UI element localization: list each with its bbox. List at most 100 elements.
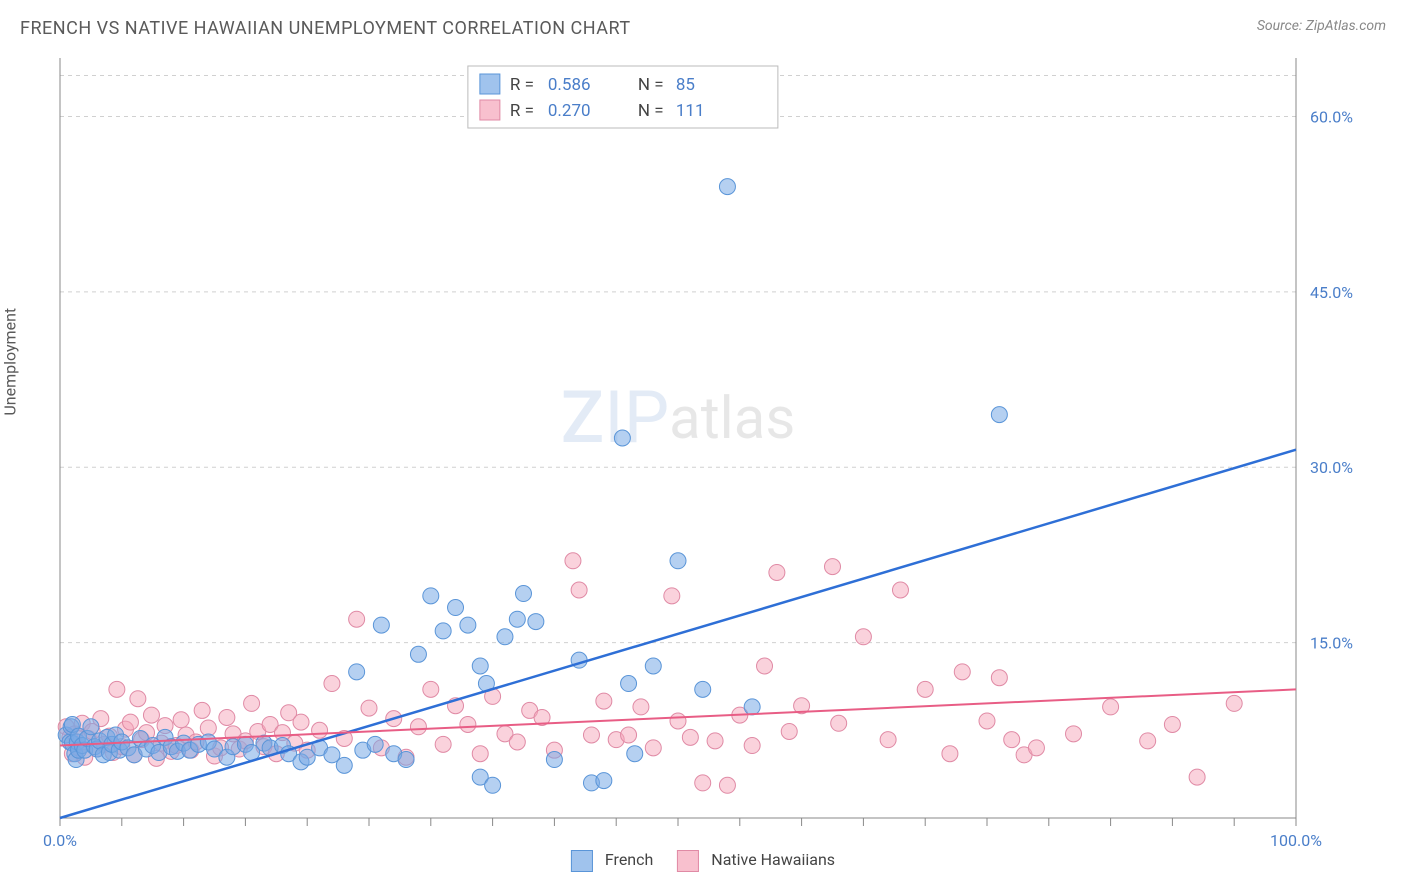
data-point [312,722,328,738]
data-point [83,719,99,735]
data-point [757,658,773,674]
data-point [410,719,426,735]
data-point [173,712,189,728]
data-point [664,588,680,604]
data-point [991,670,1007,686]
data-point [621,727,637,743]
data-point [472,658,488,674]
data-point [1066,726,1082,742]
data-point [781,723,797,739]
y-axis-label: Unemployment [1,308,20,416]
data-point [645,658,661,674]
data-point [324,676,340,692]
data-point [109,681,125,697]
data-point [744,738,760,754]
data-point [336,757,352,773]
data-point [707,733,723,749]
data-point [682,729,698,745]
data-point [825,559,841,575]
data-point [423,681,439,697]
data-point [769,564,785,580]
legend-swatch-pink [677,850,699,872]
data-point [472,746,488,762]
data-point [1226,695,1242,711]
data-point [645,740,661,756]
trend-line [60,450,1296,818]
data-point [509,734,525,750]
legend-swatch-pink-icon [480,100,500,120]
legend-r-value: 0.270 [548,101,591,121]
data-point [627,746,643,762]
legend-n-label: N = [638,75,664,95]
y-tick-label: 45.0% [1310,283,1353,302]
data-point [571,582,587,598]
data-point [367,736,383,752]
legend-n-value: 111 [676,101,705,121]
y-tick-label: 30.0% [1310,458,1353,477]
data-point [1028,740,1044,756]
data-point [244,695,260,711]
data-point [917,681,933,697]
data-point [485,777,501,793]
scatter-chart: 0.0% 100.0% 15.0% 30.0% 45.0% 60.0% ZIPatlas R … [20,48,1386,872]
y-tick-label: 60.0% [1310,107,1353,126]
data-point [509,611,525,627]
data-point [219,709,235,725]
data-point [831,715,847,731]
data-point [565,553,581,569]
data-point [293,714,309,730]
legend-label-hawaiian: Native Hawaiians [711,850,835,869]
legend-n-label: N = [638,101,664,121]
x-tick-label: 100.0% [1270,831,1322,850]
data-point [410,646,426,662]
legend-label-french: French [605,850,653,869]
data-point [398,752,414,768]
source-attribution: Source: ZipAtlas.com [1257,18,1386,34]
data-point [1004,732,1020,748]
chart-title: FRENCH VS NATIVE HAWAIIAN UNEMPLOYMENT C… [20,18,631,39]
data-point [719,179,735,195]
data-point [719,777,735,793]
data-point [546,752,562,768]
data-point [460,716,476,732]
data-point [942,746,958,762]
data-point [596,773,612,789]
data-point [528,614,544,630]
x-tick-label: 0.0% [43,831,77,850]
data-point [460,617,476,633]
data-point [423,588,439,604]
data-point [892,582,908,598]
data-point [880,732,896,748]
data-point [122,714,138,730]
data-point [979,713,995,729]
legend-swatch-blue-icon [480,74,500,94]
data-point [448,600,464,616]
data-point [1164,716,1180,732]
data-point [954,664,970,680]
data-point [1140,733,1156,749]
legend-r-label: R = [510,101,534,121]
data-point [1189,769,1205,785]
legend-r-value: 0.586 [548,75,591,95]
data-point [194,702,210,718]
data-point [695,775,711,791]
data-point [596,693,612,709]
data-point [373,617,389,633]
legend-item-french: French [571,850,653,872]
data-point [143,707,159,723]
data-point [130,691,146,707]
data-point [621,676,637,692]
data-point [670,713,686,729]
data-point [516,586,532,602]
data-point [855,629,871,645]
bottom-legend: French Native Hawaiians [571,850,835,872]
data-point [633,699,649,715]
data-point [744,699,760,715]
legend-item-hawaiian: Native Hawaiians [677,850,835,872]
watermark: ZIPatlas [561,375,796,460]
data-point [361,700,377,716]
data-point [583,727,599,743]
data-point [435,736,451,752]
legend-n-value: 85 [676,75,695,95]
y-tick-label: 15.0% [1310,634,1353,653]
